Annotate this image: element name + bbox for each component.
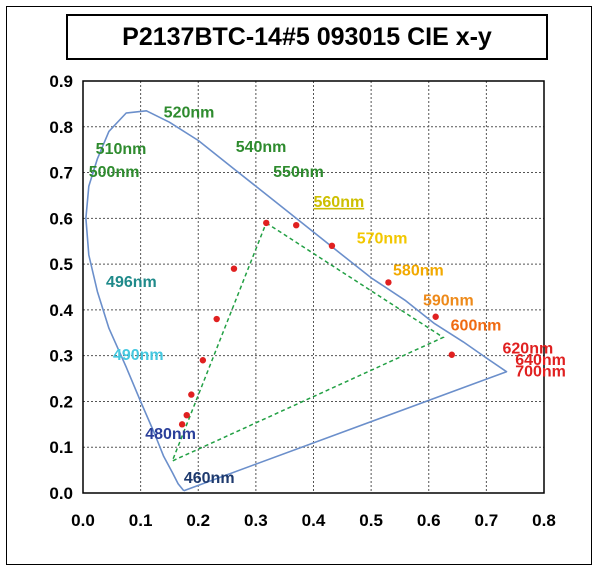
y-tick-label: 0.9	[49, 72, 73, 91]
wavelength-label: 490nm	[113, 347, 164, 364]
data-point	[188, 391, 195, 398]
data-point	[293, 222, 300, 229]
y-tick-label: 0.2	[49, 392, 73, 411]
data-point	[213, 315, 220, 323]
x-tick-label: 0.5	[359, 511, 383, 530]
wavelength-label: 590nm	[423, 292, 474, 309]
y-tick-label: 0.0	[49, 484, 73, 503]
wavelength-label: 620nm	[503, 340, 554, 357]
wavelength-label: 560nm	[314, 194, 365, 211]
spectral-locus-line	[85, 110, 508, 492]
plot-border	[82, 80, 545, 494]
y-tick-label: 0.7	[49, 164, 73, 183]
x-tick-label: 0.8	[532, 511, 556, 530]
chart-title: P2137BTC-14#5 093015 CIE x-y	[122, 22, 492, 51]
y-tick-label: 0.4	[49, 301, 73, 320]
wavelength-label: 540nm	[236, 139, 287, 156]
x-tick-label: 0.0	[71, 511, 95, 530]
wavelength-label: 600nm	[451, 317, 502, 334]
wavelength-label: 700nm	[515, 363, 566, 380]
data-point	[263, 219, 270, 227]
y-tick-label: 0.8	[49, 118, 73, 137]
x-tick-label: 0.3	[244, 511, 268, 530]
data-point	[448, 351, 455, 358]
y-tick-label: 0.6	[49, 209, 73, 228]
data-point	[178, 421, 186, 428]
gamut-triangle	[170, 221, 445, 463]
wavelength-label: 510nm	[96, 141, 147, 158]
x-tick-label: 0.6	[417, 511, 441, 530]
wavelength-label: 550nm	[273, 164, 324, 181]
x-tick-label: 0.1	[129, 511, 153, 530]
wavelength-label: 500nm	[89, 164, 140, 181]
data-point	[183, 411, 190, 419]
wavelength-label: 496nm	[106, 274, 157, 291]
wavelength-label: 640nm	[515, 352, 566, 369]
y-tick-label: 0.3	[49, 347, 73, 366]
wavelength-label: 520nm	[164, 105, 215, 122]
x-tick-label: 0.2	[186, 511, 210, 530]
y-tick-label: 0.5	[49, 255, 73, 274]
wavelength-label: 480nm	[145, 426, 196, 443]
chart-title-box: P2137BTC-14#5 093015 CIE x-y	[66, 14, 548, 60]
data-point	[328, 242, 336, 249]
wavelength-label: 460nm	[184, 470, 235, 487]
y-tick-label: 0.1	[49, 438, 73, 457]
x-tick-label: 0.4	[302, 511, 326, 530]
data-point	[385, 279, 392, 286]
data-point	[230, 265, 238, 272]
x-tick-label: 0.7	[475, 511, 499, 530]
wavelength-label: 570nm	[357, 231, 408, 248]
data-point	[199, 357, 207, 364]
data-point	[432, 313, 439, 320]
wavelength-label: 580nm	[393, 263, 444, 280]
